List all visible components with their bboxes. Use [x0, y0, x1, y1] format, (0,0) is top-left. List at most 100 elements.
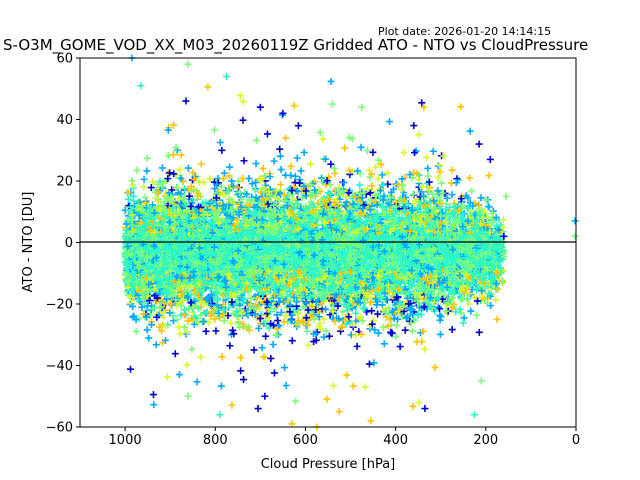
data-point	[434, 173, 442, 181]
data-point	[253, 136, 261, 144]
data-point	[133, 166, 141, 174]
data-point	[262, 332, 270, 340]
data-point	[245, 174, 253, 182]
data-point	[338, 201, 346, 209]
data-point	[265, 324, 273, 332]
data-point	[410, 149, 418, 157]
data-points	[121, 54, 579, 431]
data-point	[259, 164, 267, 172]
data-point	[316, 129, 324, 137]
data-point	[192, 314, 200, 322]
data-point	[282, 382, 290, 390]
data-point	[143, 326, 151, 334]
data-point	[460, 314, 468, 322]
data-point	[260, 353, 268, 361]
data-point	[270, 369, 278, 377]
data-point	[443, 194, 451, 202]
data-point	[276, 145, 284, 153]
data-point	[298, 194, 306, 202]
data-point	[415, 398, 423, 406]
data-point	[143, 154, 151, 162]
data-point	[126, 293, 134, 301]
data-point	[430, 203, 438, 211]
data-point	[292, 397, 300, 405]
data-point	[304, 341, 312, 349]
data-point	[451, 202, 459, 210]
data-point	[252, 160, 260, 168]
data-point	[315, 322, 323, 330]
data-point	[248, 180, 256, 188]
data-point	[211, 185, 219, 193]
data-point	[385, 304, 393, 312]
data-point	[310, 330, 318, 338]
data-point	[369, 148, 377, 156]
data-point	[158, 164, 166, 172]
data-point	[202, 327, 210, 335]
data-point	[138, 303, 146, 311]
data-point	[233, 216, 241, 224]
data-point	[418, 277, 426, 285]
data-point	[274, 317, 282, 325]
data-point	[367, 196, 375, 204]
data-point	[374, 156, 382, 164]
data-point	[319, 135, 327, 143]
data-point	[272, 331, 280, 339]
data-point	[434, 162, 442, 170]
data-point	[288, 337, 296, 345]
data-point	[374, 175, 382, 183]
data-point	[281, 364, 289, 372]
data-point	[329, 382, 337, 390]
data-point	[442, 200, 450, 208]
data-point	[184, 164, 192, 172]
data-point	[392, 333, 400, 341]
data-point	[414, 311, 422, 319]
data-point	[197, 160, 205, 168]
data-point	[277, 166, 285, 174]
data-point	[239, 97, 247, 105]
data-point	[457, 103, 465, 111]
data-point	[318, 178, 326, 186]
data-point	[343, 371, 351, 379]
data-point	[386, 315, 394, 323]
data-point	[398, 186, 406, 194]
data-point	[330, 164, 338, 172]
data-point	[349, 382, 357, 390]
plot-date: Plot date: 2026-01-20 14:14:15	[378, 25, 551, 38]
data-point	[500, 216, 508, 224]
data-point	[400, 148, 408, 156]
data-point	[145, 334, 153, 342]
data-point	[287, 162, 295, 170]
data-point	[190, 320, 198, 328]
data-point	[371, 326, 379, 334]
data-point	[216, 139, 224, 147]
data-point	[390, 314, 398, 322]
data-point	[183, 361, 191, 369]
data-point	[193, 378, 201, 386]
data-point	[342, 320, 350, 328]
data-point	[493, 222, 501, 230]
data-point	[280, 318, 288, 326]
data-point	[384, 322, 392, 330]
data-point	[425, 178, 433, 186]
data-point	[294, 309, 302, 317]
data-point	[325, 173, 333, 181]
data-point	[128, 177, 136, 185]
data-point	[147, 184, 155, 192]
data-point	[224, 312, 232, 320]
data-point	[466, 127, 474, 135]
data-point	[327, 77, 335, 85]
data-point	[356, 181, 364, 189]
data-point	[149, 178, 157, 186]
data-point	[325, 332, 333, 340]
data-point	[294, 122, 302, 130]
data-point	[410, 122, 418, 130]
data-point	[240, 157, 248, 165]
data-point	[171, 350, 179, 358]
data-point	[306, 310, 314, 318]
data-point	[387, 328, 395, 336]
data-point	[436, 311, 444, 319]
data-point	[310, 292, 318, 300]
data-point	[380, 340, 388, 348]
data-point	[306, 181, 314, 189]
